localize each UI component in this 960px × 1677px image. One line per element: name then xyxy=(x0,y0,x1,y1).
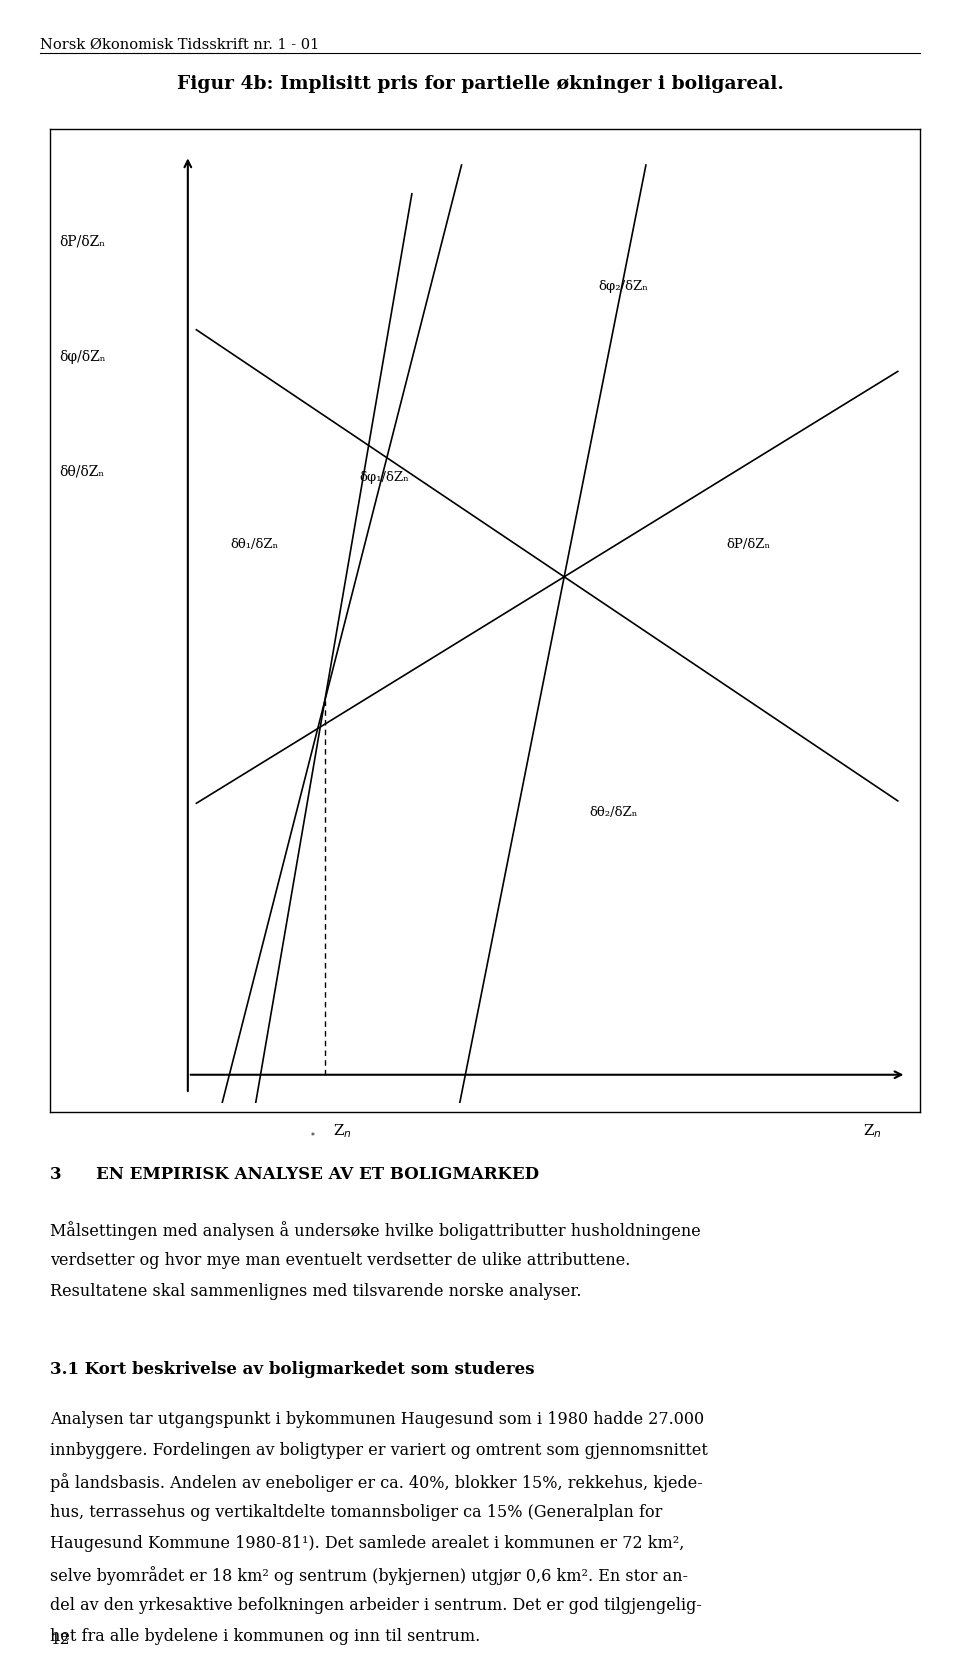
Text: Haugesund Kommune 1980-81¹). Det samlede arealet i kommunen er 72 km²,: Haugesund Kommune 1980-81¹). Det samlede… xyxy=(50,1536,684,1553)
Text: EN EMPIRISK ANALYSE AV ET BOLIGMARKED: EN EMPIRISK ANALYSE AV ET BOLIGMARKED xyxy=(96,1166,540,1182)
Text: δθ₁/δZₙ: δθ₁/δZₙ xyxy=(230,538,279,552)
Text: δP/δZₙ: δP/δZₙ xyxy=(727,538,771,552)
Text: innbyggere. Fordelingen av boligtyper er variert og omtrent som gjennomsnittet: innbyggere. Fordelingen av boligtyper er… xyxy=(50,1442,708,1459)
Text: selve byområdet er 18 km² og sentrum (bykjernen) utgjør 0,6 km². En stor an-: selve byområdet er 18 km² og sentrum (by… xyxy=(50,1566,688,1585)
Text: $^*$: $^*$ xyxy=(309,1132,316,1142)
Text: 3.1 Kort beskrivelse av boligmarkedet som studeres: 3.1 Kort beskrivelse av boligmarkedet so… xyxy=(50,1362,535,1378)
Text: Figur 4b: Implisitt pris for partielle økninger i boligareal.: Figur 4b: Implisitt pris for partielle ø… xyxy=(177,75,783,94)
Text: på landsbasis. Andelen av eneboliger er ca. 40%, blokker 15%, rekkehus, kjede-: på landsbasis. Andelen av eneboliger er … xyxy=(50,1472,703,1493)
Text: 12: 12 xyxy=(50,1633,69,1647)
Text: δφ₁/δZₙ: δφ₁/δZₙ xyxy=(359,471,409,485)
Text: δθ₂/δZₙ: δθ₂/δZₙ xyxy=(589,807,638,818)
Text: Z$_n$: Z$_n$ xyxy=(333,1122,352,1140)
Text: hus, terrassehus og vertikaltdelte tomannsboliger ca 15% (Generalplan for: hus, terrassehus og vertikaltdelte toman… xyxy=(50,1504,662,1521)
Text: del av den yrkesaktive befolkningen arbeider i sentrum. Det er god tilgjengelig-: del av den yrkesaktive befolkningen arbe… xyxy=(50,1597,702,1615)
Text: δφ₂/δZₙ: δφ₂/δZₙ xyxy=(598,280,648,292)
Text: 3: 3 xyxy=(50,1166,61,1182)
Text: Norsk Økonomisk Tidsskrift nr. 1 - 01: Norsk Økonomisk Tidsskrift nr. 1 - 01 xyxy=(40,37,320,52)
Text: verdsetter og hvor mye man eventuelt verdsetter de ulike attributtene.: verdsetter og hvor mye man eventuelt ver… xyxy=(50,1251,631,1269)
Text: Resultatene skal sammenlignes med tilsvarende norske analyser.: Resultatene skal sammenlignes med tilsva… xyxy=(50,1283,582,1300)
Text: Analysen tar utgangspunkt i bykommunen Haugesund som i 1980 hadde 27.000: Analysen tar utgangspunkt i bykommunen H… xyxy=(50,1410,704,1429)
Text: Målsettingen med analysen å undersøke hvilke boligattributter husholdningene: Målsettingen med analysen å undersøke hv… xyxy=(50,1221,701,1239)
Text: het fra alle bydelene i kommunen og inn til sentrum.: het fra alle bydelene i kommunen og inn … xyxy=(50,1628,480,1645)
Text: δθ/δZₙ: δθ/δZₙ xyxy=(60,465,105,478)
Text: δP/δZₙ: δP/δZₙ xyxy=(60,235,106,248)
Text: Z$_n$: Z$_n$ xyxy=(863,1122,881,1140)
Text: δφ/δZₙ: δφ/δZₙ xyxy=(60,349,107,364)
